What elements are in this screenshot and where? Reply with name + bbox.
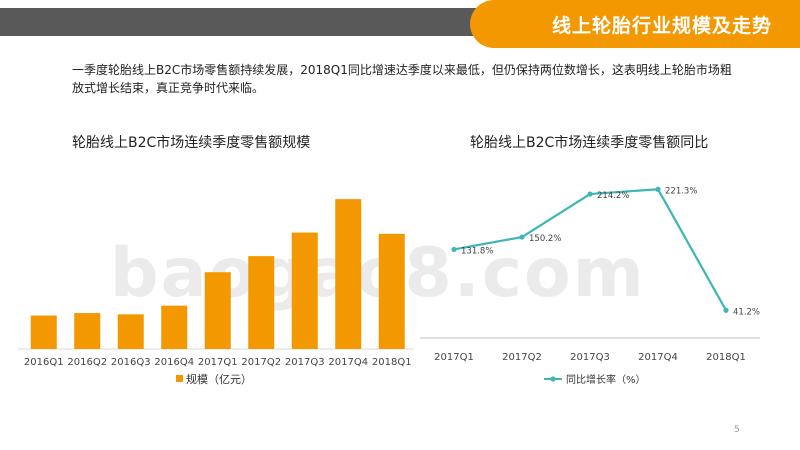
bar-2017Q1 (204, 272, 231, 349)
line-chart-title: 轮胎线上B2C市场连续季度零售额同比 (470, 135, 709, 151)
bar-chart-title: 轮胎线上B2C市场连续季度零售额规模 (72, 135, 311, 151)
page-title: 线上轮胎行业规模及走势 (551, 15, 772, 37)
bar-tick-label: 2017Q3 (285, 357, 325, 368)
line-point-2017Q1 (451, 246, 457, 253)
page-number: 5 (734, 425, 740, 435)
bar-legend-swatch (176, 375, 183, 382)
line-legend-marker (550, 376, 556, 382)
line-data-label: 131.8% (461, 246, 493, 256)
bar-tick-label: 2017Q2 (241, 357, 281, 368)
bar-2018Q1 (378, 233, 405, 349)
bar-tick-label: 2016Q3 (111, 357, 151, 368)
bar-tick-label: 2016Q2 (67, 357, 107, 368)
watermark: baogao8.com (110, 234, 646, 313)
bar-2017Q2 (248, 256, 275, 349)
line-tick-label: 2017Q1 (434, 352, 474, 363)
bar-tick-label: 2018Q1 (372, 357, 412, 368)
line-tick-label: 2017Q3 (570, 352, 610, 363)
bar-tick-label: 2017Q4 (328, 357, 368, 368)
line-point-2017Q2 (519, 234, 525, 240)
line-point-2017Q4 (655, 186, 661, 192)
bar-2017Q4 (335, 199, 362, 349)
bar-2017Q3 (291, 232, 318, 349)
line-series-path (453, 188, 727, 311)
line-tick-label: 2017Q2 (502, 352, 542, 363)
bar-legend-label: 规模（亿元） (186, 372, 252, 386)
line-data-label: 41.2% (733, 307, 760, 317)
line-data-label: 221.3% (665, 186, 697, 196)
intro-text: 一季度轮胎线上B2C市场零售额持续发展，2018Q1同比增速达季度以来最低，但仍… (72, 63, 732, 95)
bar-2016Q2 (74, 313, 101, 349)
header-bar (0, 8, 500, 36)
line-point-2018Q1 (723, 307, 729, 313)
line-point-2017Q3 (587, 191, 593, 197)
line-data-label: 214.2% (597, 191, 629, 201)
line-tick-label: 2017Q4 (638, 352, 678, 363)
bar-tick-label: 2017Q1 (198, 357, 238, 368)
title-banner (470, 0, 800, 48)
line-legend-label: 同比增长率（%） (566, 373, 646, 386)
bar-tick-label: 2016Q4 (154, 357, 194, 368)
bar-2016Q3 (117, 314, 144, 349)
line-data-label: 150.2% (529, 234, 561, 244)
bar-tick-label: 2016Q1 (24, 357, 64, 368)
line-tick-label: 2018Q1 (706, 352, 746, 363)
bar-2016Q4 (161, 305, 188, 349)
bar-2016Q1 (30, 315, 57, 349)
